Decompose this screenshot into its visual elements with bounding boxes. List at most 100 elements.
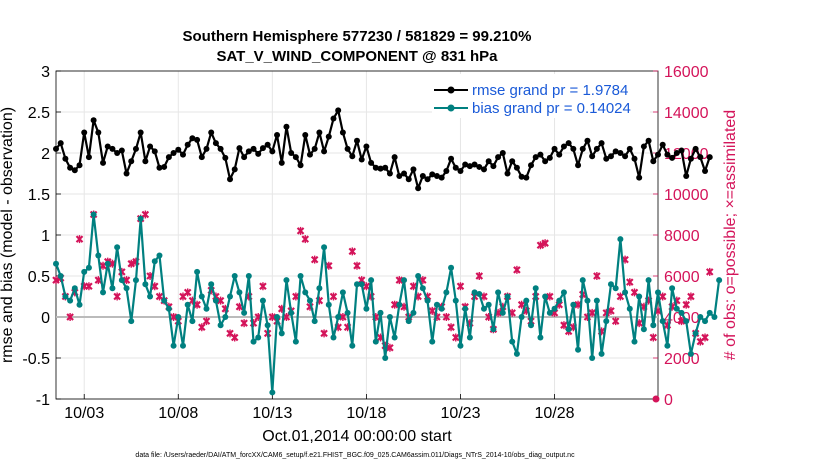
obs-point bbox=[649, 333, 658, 342]
bias-point bbox=[274, 314, 281, 320]
rmse-point bbox=[424, 176, 431, 183]
obs-point bbox=[52, 276, 60, 285]
bias-point bbox=[466, 334, 473, 341]
bias-point bbox=[198, 293, 205, 300]
bias-point bbox=[716, 277, 723, 284]
rmse-point bbox=[386, 170, 393, 177]
bias-point bbox=[363, 305, 370, 312]
bias-point bbox=[151, 258, 158, 265]
obs-point bbox=[536, 241, 545, 250]
rmse-point bbox=[673, 150, 680, 156]
y-left-tick-label: 2 bbox=[41, 146, 50, 163]
rmse-point bbox=[283, 123, 290, 130]
rmse-point bbox=[231, 166, 238, 173]
bias-point bbox=[556, 297, 563, 304]
bias-point bbox=[142, 281, 149, 288]
y-left-tick-label: 1 bbox=[41, 228, 50, 245]
bias-point bbox=[222, 314, 229, 320]
rmse-point bbox=[622, 153, 629, 160]
rmse-point bbox=[462, 161, 469, 168]
bias-point bbox=[123, 285, 130, 292]
bias-point bbox=[490, 326, 497, 333]
bias-point bbox=[170, 342, 177, 349]
bias-point bbox=[81, 268, 88, 275]
bias-point bbox=[495, 289, 502, 296]
bias-point bbox=[462, 305, 469, 312]
rmse-series bbox=[53, 107, 713, 192]
bias-point bbox=[528, 322, 535, 329]
rmse-point bbox=[335, 107, 342, 114]
rmse-point bbox=[495, 154, 502, 161]
obs-point bbox=[687, 292, 695, 301]
bias-point bbox=[132, 277, 139, 284]
bias-point bbox=[259, 297, 266, 304]
bias-point bbox=[109, 285, 116, 292]
obs-point bbox=[560, 321, 568, 330]
bias-point bbox=[208, 281, 215, 288]
bias-point bbox=[227, 293, 234, 300]
obs-point bbox=[85, 282, 93, 291]
bias-point bbox=[683, 318, 690, 325]
chart-title-line1: Southern Hemisphere 577230 / 581829 = 99… bbox=[183, 28, 532, 45]
legend-bias-label: bias grand pr = 0.14024 bbox=[472, 100, 631, 117]
y-left-tick-label: -0.5 bbox=[22, 351, 50, 368]
rmse-point bbox=[189, 135, 196, 142]
rmse-point bbox=[71, 167, 78, 174]
rmse-point bbox=[485, 158, 492, 165]
rmse-point bbox=[264, 141, 271, 148]
rmse-point bbox=[208, 129, 215, 136]
bias-point bbox=[711, 314, 718, 320]
bias-point bbox=[551, 305, 558, 312]
obs-point bbox=[230, 333, 239, 342]
bias-point bbox=[288, 309, 295, 316]
rmse-point bbox=[528, 162, 535, 169]
rmse-point bbox=[617, 150, 624, 156]
obs-point bbox=[329, 292, 338, 301]
rmse-point bbox=[245, 148, 252, 155]
bias-point bbox=[62, 293, 69, 300]
bias-point bbox=[612, 285, 619, 292]
rmse-point bbox=[419, 172, 426, 179]
y-left-tick-label: 3 bbox=[41, 64, 50, 81]
rmse-point bbox=[67, 164, 74, 171]
obs-point bbox=[442, 313, 451, 321]
rmse-point bbox=[669, 154, 676, 161]
rmse-point bbox=[212, 140, 219, 147]
bias-point bbox=[678, 309, 685, 316]
rmse-point bbox=[645, 137, 652, 144]
obs-point bbox=[141, 210, 150, 219]
rmse-point bbox=[142, 158, 149, 165]
rmse-point bbox=[57, 140, 64, 147]
bias-point bbox=[396, 301, 403, 308]
obs-point bbox=[127, 259, 136, 268]
obs-point bbox=[546, 292, 554, 301]
bias-point bbox=[575, 346, 582, 353]
bias-point bbox=[640, 326, 647, 333]
bias-point bbox=[189, 318, 196, 325]
rmse-point bbox=[692, 145, 699, 152]
rmse-point bbox=[151, 148, 158, 155]
rmse-point bbox=[405, 176, 412, 183]
bias-point bbox=[264, 322, 271, 329]
rmse-point bbox=[593, 145, 600, 152]
obs-point bbox=[513, 265, 521, 274]
y-left-tick-label: 0 bbox=[41, 310, 50, 327]
bias-point bbox=[579, 277, 586, 284]
rmse-point bbox=[687, 155, 694, 162]
rmse-point bbox=[184, 141, 191, 148]
rmse-point bbox=[443, 168, 450, 175]
y-left-tick-label: 1.5 bbox=[28, 187, 50, 204]
rmse-point bbox=[702, 168, 709, 175]
rmse-point bbox=[297, 162, 304, 169]
rmse-point bbox=[410, 166, 417, 173]
bias-point bbox=[687, 350, 694, 357]
bias-point bbox=[184, 301, 191, 308]
rmse-point bbox=[354, 137, 360, 144]
rmse-point bbox=[504, 170, 511, 177]
rmse-point bbox=[368, 159, 375, 166]
obs-point bbox=[677, 317, 686, 326]
bias-point bbox=[570, 301, 577, 308]
rmse-point bbox=[109, 145, 116, 152]
rmse-point bbox=[612, 148, 619, 155]
bias-point bbox=[589, 355, 596, 361]
